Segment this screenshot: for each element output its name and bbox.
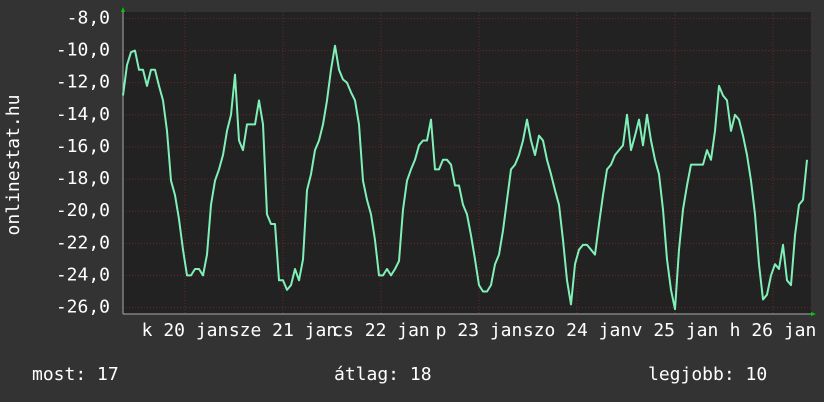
footer-average: átlag: 18 [334, 364, 432, 385]
footer-best: legjobb: 10 [648, 364, 767, 385]
y-tick-label: -26,0 [56, 297, 110, 318]
y-tick-label: -8,0 [67, 7, 110, 28]
y-tick-label: -20,0 [56, 200, 110, 221]
x-tick-label: h 26 jan [730, 320, 817, 341]
y-tick-label: -24,0 [56, 264, 110, 285]
x-tick-label: sze 21 jan [229, 320, 337, 341]
x-tick-label: k 20 jan [142, 320, 229, 341]
y-tick-label: -10,0 [56, 40, 110, 61]
y-arrow [121, 7, 125, 12]
y-tick-label: -16,0 [56, 136, 110, 157]
footer-current: most: 17 [32, 364, 119, 385]
y-tick-label: -22,0 [56, 232, 110, 253]
y-tick-label: -14,0 [56, 104, 110, 125]
plot-area [123, 12, 811, 314]
x-tick-label: v 25 jan [632, 320, 719, 341]
y-tick-label: -12,0 [56, 72, 110, 93]
x-tick-label: szo 24 jan [523, 320, 631, 341]
series-line [122, 44, 808, 311]
y-axis-label: onlinestat.hu [3, 95, 24, 236]
x-arrow [811, 312, 816, 316]
x-tick-label: cs 22 jan [332, 320, 430, 341]
x-tick-label: p 23 jan [436, 320, 523, 341]
y-tick-label: -18,0 [56, 168, 110, 189]
